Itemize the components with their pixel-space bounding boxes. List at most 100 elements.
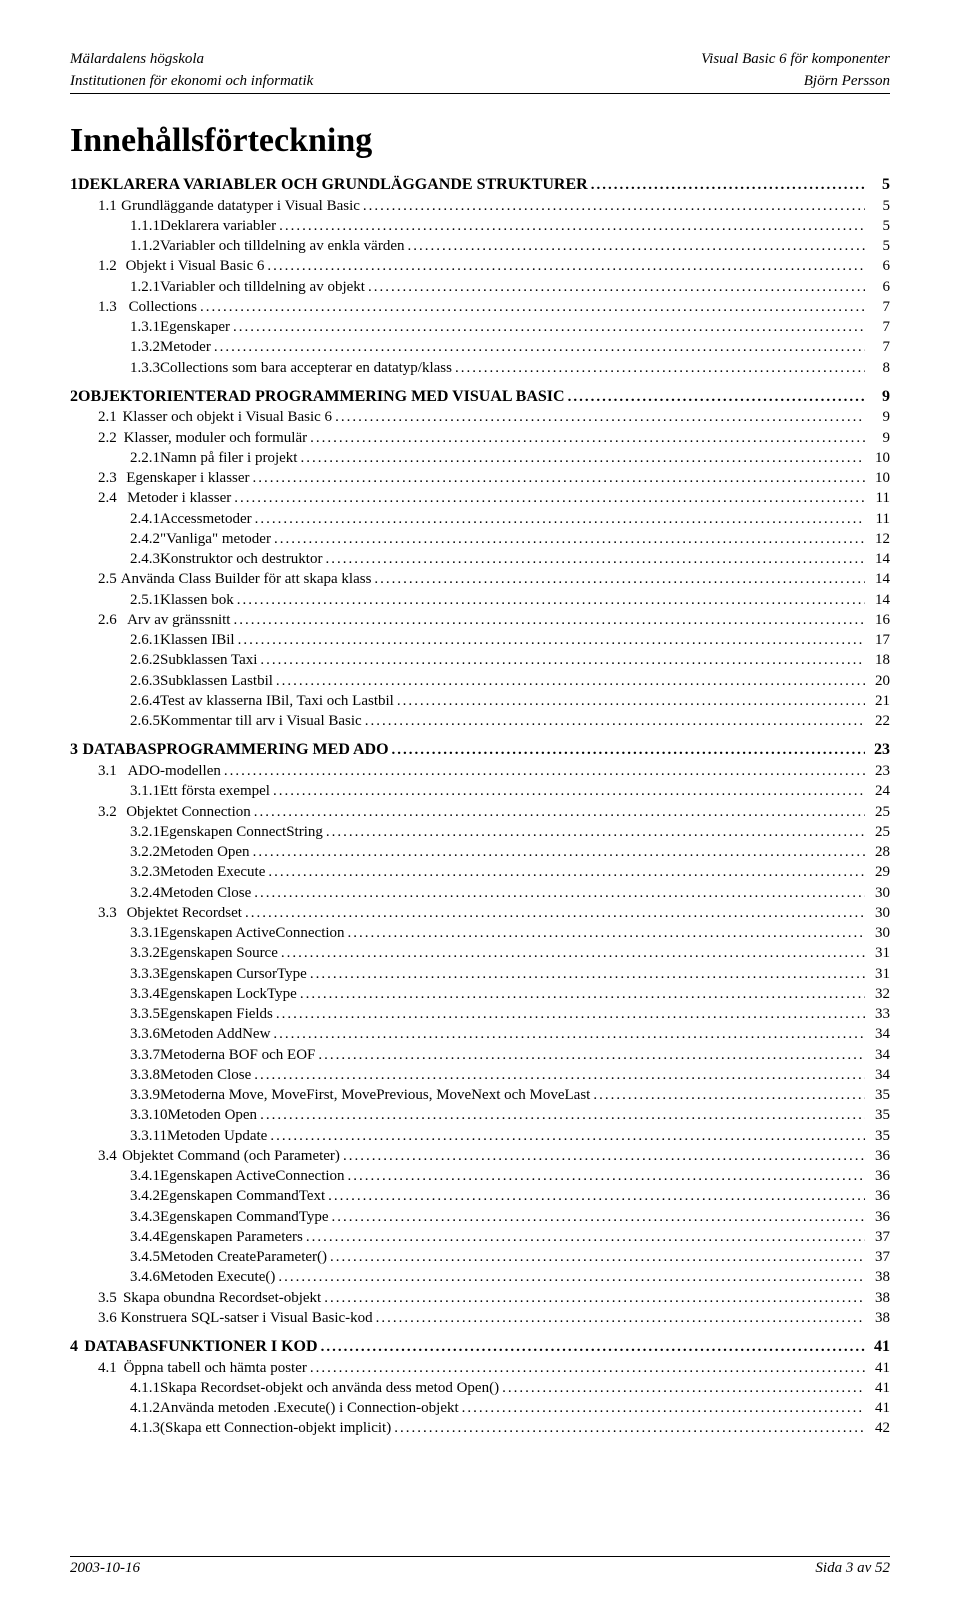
toc-entry-page: 24 <box>868 781 890 801</box>
toc-entry-page: 25 <box>868 802 890 822</box>
toc-entry-label: DEKLARERA VARIABLER OCH GRUNDLÄGGANDE ST… <box>78 174 588 196</box>
toc-leader-dots <box>234 488 865 508</box>
toc-entry-number: 3.3.2 <box>130 943 160 963</box>
toc-leader-dots <box>326 822 865 842</box>
toc-entry: 3.4.2Egenskapen CommandText36 <box>70 1186 890 1206</box>
toc-entry-number: 2.5 <box>98 569 121 589</box>
toc-entry-label: Egenskapen Fields <box>160 1004 273 1024</box>
toc-entry-label: Konstruera SQL-satser i Visual Basic-kod <box>121 1308 373 1328</box>
toc-entry-page: 6 <box>868 277 890 297</box>
toc-leader-dots <box>268 862 865 882</box>
toc-entry-number: 3.3.7 <box>130 1045 160 1065</box>
toc-leader-dots <box>300 448 865 468</box>
toc-entry: 4.1.3(Skapa ett Connection-objekt implic… <box>70 1418 890 1438</box>
footer-date: 2003-10-16 <box>70 1560 140 1577</box>
toc-entry-label: Metoden Update <box>167 1126 267 1146</box>
toc-entry-label: Grundläggande datatyper i Visual Basic <box>121 196 360 216</box>
toc-leader-dots <box>408 236 866 256</box>
toc-leader-dots <box>348 1166 865 1186</box>
toc-entry-label: Objektet Recordset <box>127 903 242 923</box>
toc-entry-page: 21 <box>868 691 890 711</box>
toc-entry: 3.5Skapa obundna Recordset-objekt38 <box>70 1288 890 1308</box>
toc-entry-number: 3.2.3 <box>130 862 160 882</box>
toc-entry-page: 6 <box>868 256 890 276</box>
toc-entry-label: Egenskapen ConnectString <box>160 822 323 842</box>
toc-entry: 3.3.6Metoden AddNew34 <box>70 1024 890 1044</box>
toc-entry-label: Metoden Close <box>160 1065 251 1085</box>
toc-entry-page: 5 <box>868 216 890 236</box>
toc-entry-label: OBJEKTORIENTERAD PROGRAMMERING MED VISUA… <box>78 386 565 408</box>
toc-entry-page: 7 <box>868 297 890 317</box>
toc-entry-page: 32 <box>868 984 890 1004</box>
toc-entry-label: Egenskapen LockType <box>160 984 297 1004</box>
toc-entry: 3.4.1Egenskapen ActiveConnection36 <box>70 1166 890 1186</box>
toc-entry-page: 11 <box>868 509 890 529</box>
toc-entry-number: 3.3.6 <box>130 1024 160 1044</box>
toc-entry-label: Egenskapen CommandType <box>160 1207 329 1227</box>
toc-entry-number: 3.3.10 <box>130 1105 168 1125</box>
toc-entry-label: Namn på filer i projekt <box>160 448 297 468</box>
toc-entry-label: Metoden Open <box>160 842 250 862</box>
toc-entry-page: 37 <box>868 1247 890 1267</box>
toc-entry-number: 3.2 <box>98 802 126 822</box>
toc-entry: 2.4.3Konstruktor och destruktor14 <box>70 549 890 569</box>
toc-leader-dots <box>267 256 865 276</box>
toc-leader-dots <box>270 1126 865 1146</box>
toc-entry-page: 16 <box>868 610 890 630</box>
toc-entry-label: Metoden Open <box>168 1105 258 1125</box>
toc-entry: 3.4Objektet Command (och Parameter)36 <box>70 1146 890 1166</box>
toc-entry: 2.6Arv av gränssnitt16 <box>70 610 890 630</box>
toc-entry-label: Metoden Execute() <box>160 1267 275 1287</box>
toc-leader-dots <box>310 428 865 448</box>
header-row-1: Mälardalens högskola Visual Basic 6 för … <box>70 50 890 70</box>
toc-entry: 1.3.3Collections som bara accepterar en … <box>70 358 890 378</box>
toc-entry-number: 3.3.4 <box>130 984 160 1004</box>
toc-entry-page: 9 <box>868 386 890 408</box>
toc-entry-number: 3.3.5 <box>130 1004 160 1024</box>
toc-entry-label: Öppna tabell och hämta poster <box>124 1358 307 1378</box>
toc-entry: 2.4.2"Vanliga" metoder12 <box>70 529 890 549</box>
toc-entry: 1.2Objekt i Visual Basic 6 6 <box>70 256 890 276</box>
toc-entry: 1.3Collections7 <box>70 297 890 317</box>
toc-entry-label: Metoder <box>160 337 211 357</box>
toc-entry: 3.3.2Egenskapen Source31 <box>70 943 890 963</box>
toc-leader-dots <box>365 711 865 731</box>
toc-entry-label: "Vanliga" metoder <box>160 529 271 549</box>
toc-leader-dots <box>318 1045 865 1065</box>
toc-entry-label: Arv av gränssnitt <box>127 610 230 630</box>
toc-entry-page: 11 <box>868 488 890 508</box>
toc-entry: 3.4.6Metoden Execute()38 <box>70 1267 890 1287</box>
toc-entry-number: 2.6.2 <box>130 650 160 670</box>
toc-entry-label: Metoderna BOF och EOF <box>160 1045 315 1065</box>
toc-leader-dots <box>255 509 865 529</box>
toc-entry-label: Collections <box>129 297 197 317</box>
toc-entry-number: 2.4.3 <box>130 549 160 569</box>
toc-leader-dots <box>237 590 865 610</box>
toc-entry: 2.2Klasser, moduler och formulär9 <box>70 428 890 448</box>
toc-entry: 3.3.9Metoderna Move, MoveFirst, MovePrev… <box>70 1085 890 1105</box>
toc-entry-label: Test av klasserna IBil, Taxi och Lastbil <box>160 691 394 711</box>
toc-entry: 3.2.1Egenskapen ConnectString25 <box>70 822 890 842</box>
toc-entry-label: Objektet Command (och Parameter) <box>122 1146 340 1166</box>
toc-entry-number: 1.2 <box>98 256 126 276</box>
toc-entry-page: 41 <box>868 1336 890 1358</box>
toc-entry-page: 30 <box>868 903 890 923</box>
toc-entry: 1.1Grundläggande datatyper i Visual Basi… <box>70 196 890 216</box>
toc-entry-number: 3.3.8 <box>130 1065 160 1085</box>
toc-entry-page: 28 <box>868 842 890 862</box>
toc-entry-number: 4 <box>70 1336 84 1358</box>
toc-entry: 3.3.3Egenskapen CursorType31 <box>70 964 890 984</box>
toc-entry-label: Metoder i klasser <box>127 488 231 508</box>
toc-entry: 3.3.5Egenskapen Fields33 <box>70 1004 890 1024</box>
toc-leader-dots <box>260 650 865 670</box>
toc-entry-page: 35 <box>868 1105 890 1125</box>
toc-leader-dots <box>394 1418 865 1438</box>
toc-leader-dots <box>568 387 865 407</box>
toc-entry-page: 41 <box>868 1358 890 1378</box>
toc-entry: 3.1.1Ett första exempel24 <box>70 781 890 801</box>
toc-leader-dots <box>376 1308 865 1328</box>
toc-entry-number: 3.4.3 <box>130 1207 160 1227</box>
toc-entry-label: Objekt i Visual Basic 6 <box>126 256 265 276</box>
toc-leader-dots <box>324 1288 865 1308</box>
toc-leader-dots <box>335 407 865 427</box>
